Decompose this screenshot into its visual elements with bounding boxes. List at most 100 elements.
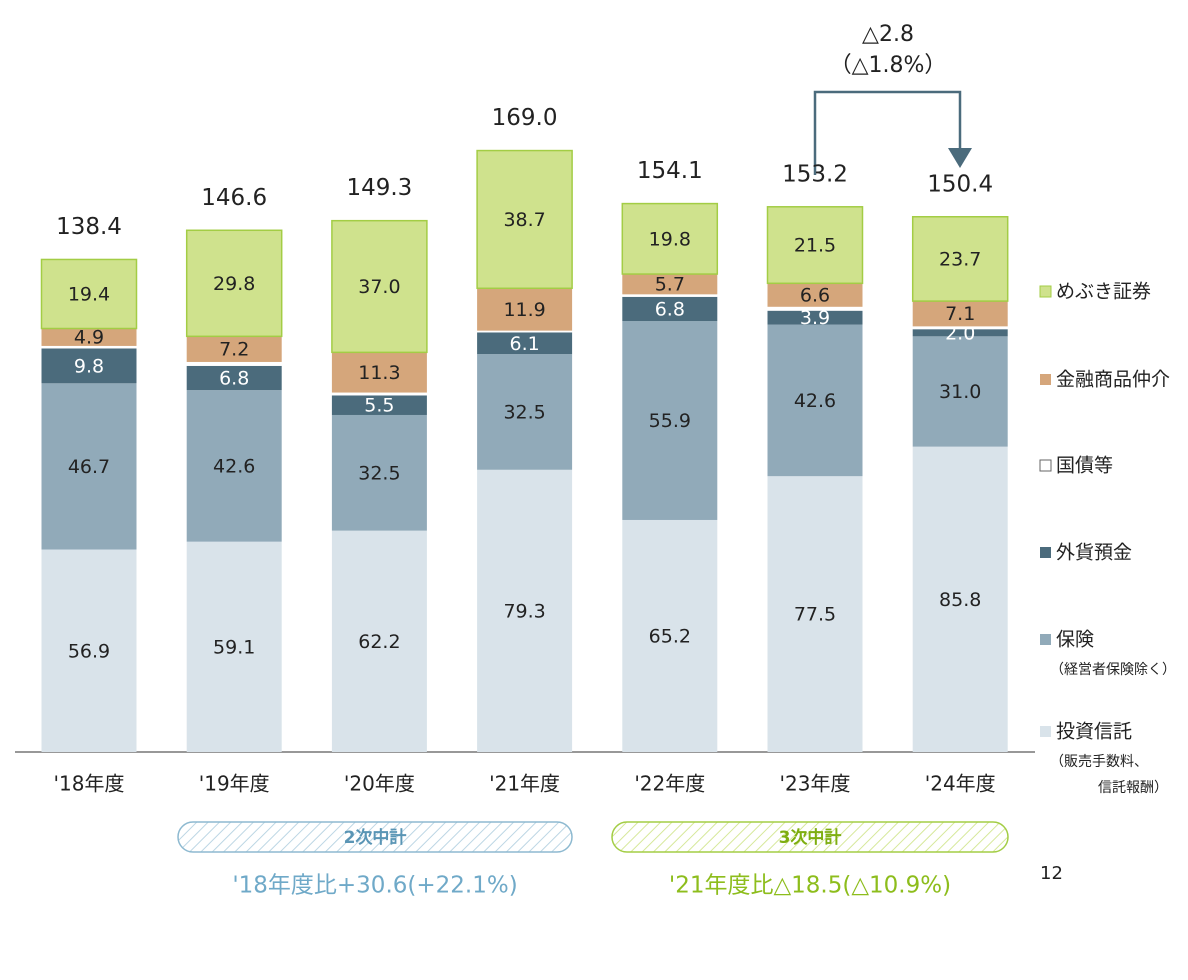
bar-segment xyxy=(331,219,428,354)
total-label: 138.4 xyxy=(56,214,122,240)
bar-segment xyxy=(912,336,1008,447)
bar-segment xyxy=(331,414,427,531)
bar-segment xyxy=(41,549,137,752)
segment-label: 85.8 xyxy=(939,589,981,611)
bar-segment xyxy=(477,469,573,752)
segment-label: 42.6 xyxy=(794,390,836,412)
segment-label: 11.9 xyxy=(503,299,545,321)
legend-label: 投資信託 xyxy=(1056,721,1132,743)
bar-segment xyxy=(767,283,863,307)
bar-segment xyxy=(41,328,137,346)
total-label: 153.2 xyxy=(782,161,848,187)
x-tick-label: '23年度 xyxy=(780,772,851,796)
legend-swatch xyxy=(1040,547,1051,558)
bar-segment xyxy=(331,395,427,415)
segment-label: 77.5 xyxy=(794,604,836,626)
segment-label: 6.6 xyxy=(800,285,830,307)
legend-swatch xyxy=(1039,459,1052,472)
bar-segment xyxy=(40,258,138,330)
bar-segment xyxy=(331,530,427,752)
segment-label: 19.8 xyxy=(649,228,691,250)
segment-label: 5.5 xyxy=(364,395,394,417)
total-label: 154.1 xyxy=(637,158,703,184)
legend-label: 外貨預金 xyxy=(1056,542,1132,564)
annotation: △2.8 xyxy=(862,22,914,47)
segment-label: 42.6 xyxy=(213,455,255,477)
segment-label: 38.7 xyxy=(503,209,545,231)
legend-swatch xyxy=(1040,726,1051,737)
legend-swatch xyxy=(1040,634,1051,645)
bar-segment xyxy=(186,365,282,391)
segment-label: 29.8 xyxy=(213,273,255,295)
bar-segment xyxy=(622,274,718,295)
bar-segment xyxy=(41,348,137,384)
bar-segment xyxy=(621,202,719,275)
x-tick-label: '20年度 xyxy=(344,772,415,796)
segment-label: 62.2 xyxy=(358,631,400,653)
total-label: 149.3 xyxy=(346,175,412,201)
total-label: 169.0 xyxy=(492,105,558,131)
bar-segment xyxy=(767,306,863,311)
bar-segment xyxy=(767,324,863,477)
total-label: 150.4 xyxy=(927,171,993,197)
segment-label: 6.1 xyxy=(509,333,539,355)
segment-label: 6.8 xyxy=(655,298,685,320)
segment-label: 7.1 xyxy=(945,303,975,325)
total-label: 146.6 xyxy=(201,185,267,211)
segment-label: 3.9 xyxy=(800,307,830,329)
segment-label: 31.0 xyxy=(939,381,981,403)
change-bracket xyxy=(813,90,962,175)
segment-label: 59.1 xyxy=(213,636,255,658)
segment-label: 21.5 xyxy=(794,235,836,257)
bar-segment xyxy=(331,352,427,393)
bar-segment xyxy=(41,383,137,550)
legend-note: （経営者保険除く） xyxy=(1050,662,1176,678)
segment-label: 79.3 xyxy=(503,600,545,622)
bar-segment xyxy=(622,321,718,520)
bar-segment xyxy=(767,310,863,325)
bar-segment xyxy=(767,476,863,752)
bar-segment xyxy=(912,329,1008,337)
legend-swatch xyxy=(1040,374,1051,385)
legend-label: めぶき証券 xyxy=(1056,281,1151,303)
bar-segment xyxy=(477,330,573,333)
x-tick-label: '18年度 xyxy=(54,772,125,796)
segment-label: 23.7 xyxy=(939,248,981,270)
bar-segment xyxy=(766,206,864,285)
segment-label: 4.9 xyxy=(74,327,104,349)
x-tick-label: '19年度 xyxy=(199,772,270,796)
segment-label: 7.2 xyxy=(219,339,249,361)
x-tick-label: '21年度 xyxy=(489,772,560,796)
change-arrow xyxy=(948,148,972,168)
segment-label: 37.0 xyxy=(358,276,400,298)
segment-label: 19.4 xyxy=(68,283,110,305)
legend-note: （販売手数料、 xyxy=(1050,754,1148,770)
bar-segment xyxy=(622,294,718,297)
bar-segment xyxy=(622,296,718,322)
segment-label: 46.7 xyxy=(68,456,110,478)
segment-label: 6.8 xyxy=(219,367,249,389)
annotation: （△1.8%） xyxy=(830,53,947,78)
segment-label: 9.8 xyxy=(74,355,104,377)
legend-note: 信託報酬） xyxy=(1098,780,1168,796)
segment-label: 56.9 xyxy=(68,640,110,662)
segment-label: 65.2 xyxy=(649,625,691,647)
bar-segment xyxy=(186,336,282,362)
bar-segment xyxy=(622,519,718,752)
legend-swatch xyxy=(1039,285,1052,298)
bar-segment xyxy=(186,541,282,752)
bar-segment xyxy=(331,392,427,396)
plan-pill xyxy=(177,821,573,853)
legend-label: 保険 xyxy=(1056,629,1094,651)
page-number: 12 xyxy=(1040,863,1063,884)
segment-label: 11.3 xyxy=(358,362,400,384)
bar-segment xyxy=(477,332,573,355)
segment-label: 32.5 xyxy=(503,401,545,423)
bar-segment xyxy=(41,345,137,349)
bar-segment xyxy=(477,288,573,331)
bar-segment xyxy=(477,354,573,470)
segment-label: 55.9 xyxy=(649,410,691,432)
bar-segment xyxy=(476,149,573,290)
plan-note: '18年度比+30.6(+22.1%) xyxy=(232,873,517,899)
